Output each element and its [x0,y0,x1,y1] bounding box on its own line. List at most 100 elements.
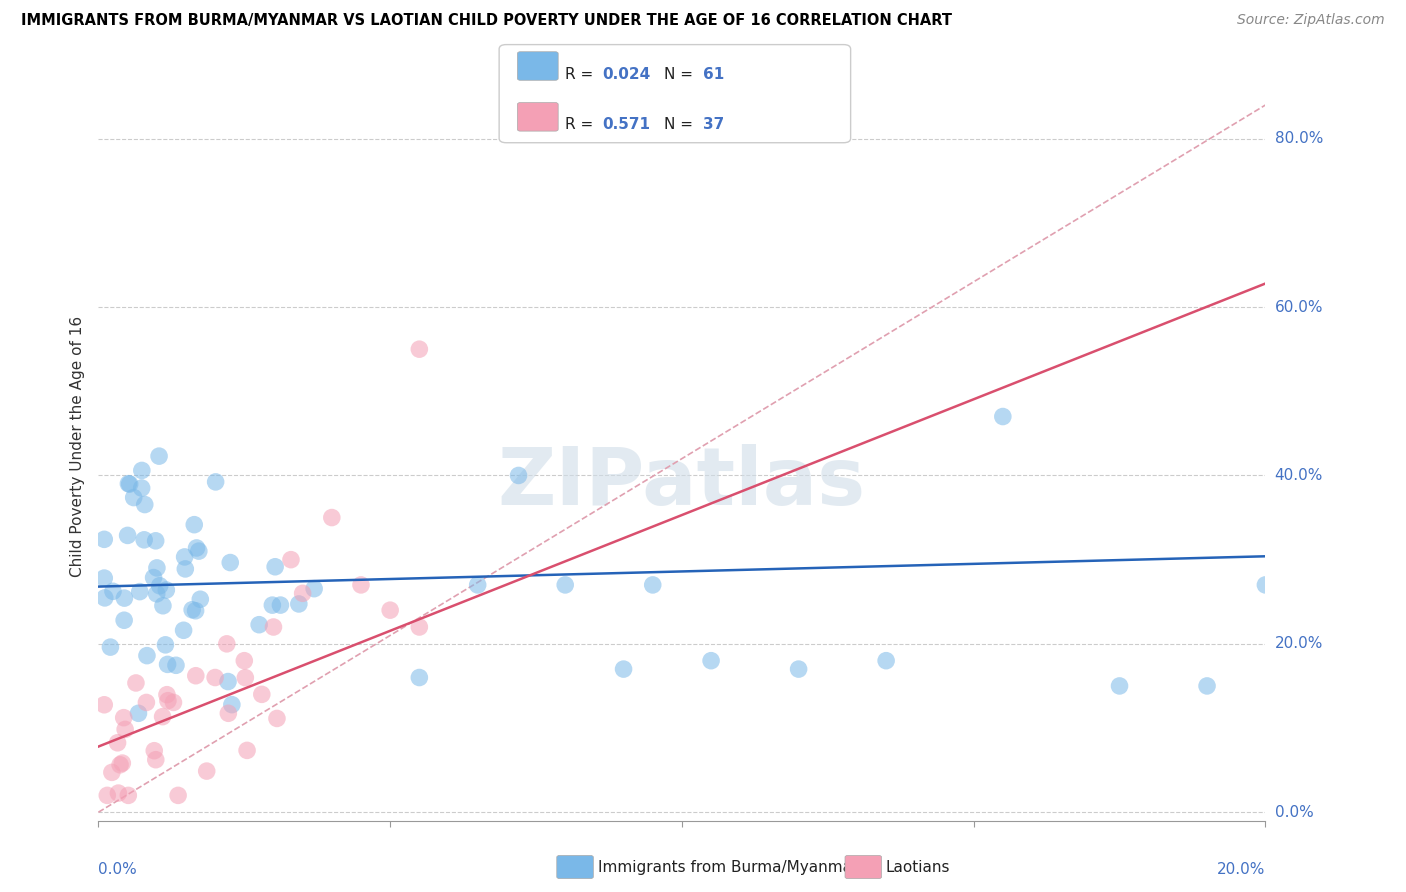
Point [641,578,664,592]
Point [380,603,402,617]
Point [93,533,115,547]
Text: 80.0%: 80.0% [1275,131,1323,146]
Point [1195,679,1218,693]
Point [155,638,177,652]
Point [142,571,165,585]
Text: N =: N = [664,117,697,132]
Point [554,578,576,592]
Point [1254,578,1277,592]
Point [217,674,239,689]
Point [112,591,135,606]
Point [173,549,195,564]
Point [125,676,148,690]
Text: 60.0%: 60.0% [1275,300,1323,315]
Point [117,528,139,542]
Point [186,541,208,555]
Point [408,620,430,634]
Point [236,743,259,757]
Point [148,449,170,463]
Point [108,757,131,772]
Point [991,409,1014,424]
Text: 20.0%: 20.0% [1275,636,1323,651]
Point [134,498,156,512]
Point [219,556,242,570]
Point [269,598,291,612]
Point [612,662,634,676]
Point [156,694,179,708]
Text: Source: ZipAtlas.com: Source: ZipAtlas.com [1237,13,1385,28]
Point [221,698,243,712]
Point [787,662,810,676]
Point [156,688,179,702]
Point [145,587,167,601]
Point [167,789,190,803]
Point [107,736,129,750]
Point [118,477,141,491]
Point [184,604,207,618]
Point [155,582,177,597]
Point [122,491,145,505]
Text: 61: 61 [703,67,724,82]
Point [146,561,169,575]
Point [183,517,205,532]
Point [467,578,489,592]
Point [204,671,226,685]
Text: 20.0%: 20.0% [1218,862,1265,877]
Text: 40.0%: 40.0% [1275,468,1323,483]
Point [136,648,159,663]
Point [117,789,139,803]
Point [93,698,115,712]
Point [131,481,153,495]
Point [288,597,311,611]
Point [291,586,314,600]
Point [408,671,430,685]
Point [111,756,134,770]
Point [181,603,204,617]
Point [128,584,150,599]
Point [264,559,287,574]
Point [149,579,172,593]
Text: 37: 37 [703,117,724,132]
Point [247,617,270,632]
Point [94,591,117,605]
Point [134,533,156,547]
Point [233,654,256,668]
Text: Immigrants from Burma/Myanmar: Immigrants from Burma/Myanmar [598,861,858,875]
Point [96,789,118,803]
Point [143,744,166,758]
Text: R =: R = [565,67,599,82]
Text: 0.0%: 0.0% [1275,805,1313,820]
Point [302,582,325,596]
Point [145,753,167,767]
Point [266,711,288,725]
Text: IMMIGRANTS FROM BURMA/MYANMAR VS LAOTIAN CHILD POVERTY UNDER THE AGE OF 16 CORRE: IMMIGRANTS FROM BURMA/MYANMAR VS LAOTIAN… [21,13,952,29]
Point [250,687,273,701]
Point [93,571,115,585]
Point [152,709,174,723]
Point [112,711,135,725]
Text: 0.024: 0.024 [602,67,650,82]
Text: Laotians: Laotians [886,861,950,875]
Text: 0.0%: 0.0% [98,862,138,877]
Point [101,765,124,780]
Point [131,463,153,477]
Point [350,578,373,592]
Text: N =: N = [664,67,697,82]
Point [195,764,218,778]
Text: ZIPatlas: ZIPatlas [498,444,866,523]
Point [165,658,187,673]
Point [107,786,129,800]
Point [204,475,226,489]
Point [233,671,256,685]
Point [127,706,149,721]
Point [156,657,179,672]
Y-axis label: Child Poverty Under the Age of 16: Child Poverty Under the Age of 16 [69,316,84,576]
Point [215,637,238,651]
Point [408,342,430,356]
Point [875,654,897,668]
Point [112,613,135,627]
Point [173,624,195,638]
Point [162,695,184,709]
Point [184,669,207,683]
Point [114,723,136,737]
